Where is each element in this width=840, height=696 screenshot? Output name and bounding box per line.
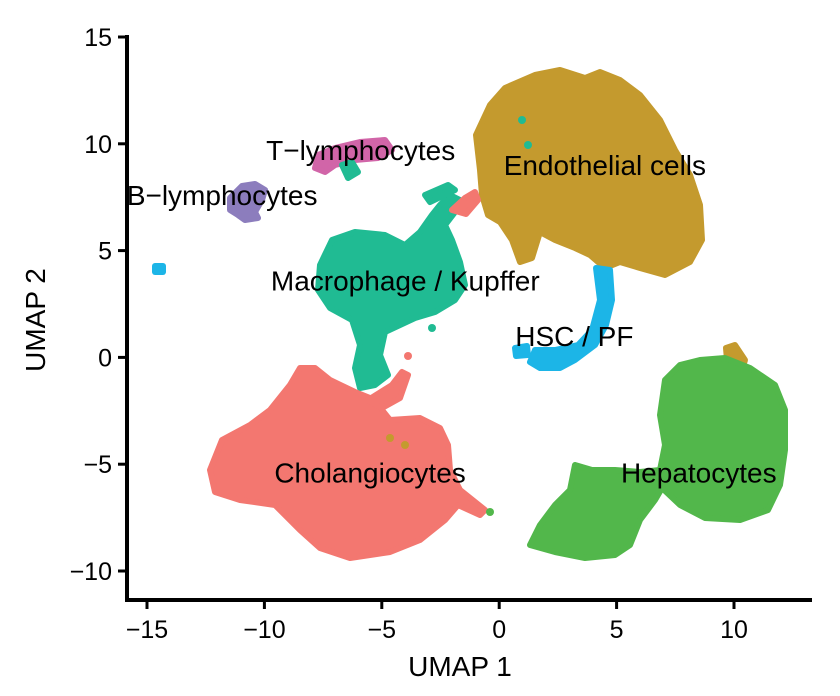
cluster-label: B−lymphocytes bbox=[127, 180, 318, 211]
stray-point bbox=[518, 116, 526, 124]
cluster-cholangiocytes bbox=[207, 365, 488, 561]
x-tick-label: −10 bbox=[243, 616, 285, 644]
y-tick-label: 10 bbox=[84, 131, 112, 159]
cluster-hsc-pf bbox=[512, 343, 531, 359]
cluster-hepatocytes bbox=[527, 355, 788, 561]
cluster-label: Macrophage / Kupffer bbox=[271, 266, 540, 297]
x-axis-title: UMAP 1 bbox=[408, 651, 512, 682]
cluster-label: Hepatocytes bbox=[621, 458, 777, 489]
x-tick-label: 0 bbox=[492, 616, 506, 644]
cluster-t-lymphocytes bbox=[312, 137, 395, 175]
cluster-cholangiocytes bbox=[365, 369, 411, 411]
y-axis-ticks: −10 −5 0 5 10 15 bbox=[70, 24, 127, 586]
y-axis-title: UMAP 2 bbox=[20, 268, 51, 372]
y-tick-label: −10 bbox=[70, 558, 112, 586]
cluster-hsc-pf bbox=[527, 265, 615, 371]
x-axis-ticks: −15 −10 −5 0 5 10 bbox=[126, 600, 748, 644]
axes: −15 −10 −5 0 5 10 −10 −5 0 5 10 15 UMAP 1 UMAP 2 bbox=[20, 24, 812, 682]
y-tick-label: 5 bbox=[98, 238, 112, 266]
stray-point bbox=[386, 434, 394, 442]
y-tick-label: −5 bbox=[83, 451, 112, 479]
cluster-label: Cholangiocytes bbox=[274, 458, 465, 489]
cluster-cholangiocytes bbox=[449, 189, 481, 217]
cluster-label: Endothelial cells bbox=[504, 150, 706, 181]
cluster-b-lymphocytes bbox=[227, 181, 268, 223]
cluster-endothelial-cells bbox=[473, 67, 705, 278]
stray-point bbox=[401, 441, 409, 449]
x-tick-label: 5 bbox=[610, 616, 624, 644]
x-tick-label: −15 bbox=[126, 616, 168, 644]
cluster-label: HSC / PF bbox=[515, 321, 633, 352]
cluster-labels: Cholangiocytes Endothelial cells Hepatocyt… bbox=[127, 135, 777, 489]
stray-point bbox=[524, 141, 532, 149]
x-tick-label: 10 bbox=[720, 616, 748, 644]
stray-point bbox=[404, 352, 412, 360]
cluster-macrophage-kupffer bbox=[422, 182, 458, 205]
cluster-label: T−lymphocytes bbox=[266, 135, 455, 166]
cluster-hsc-pf bbox=[152, 263, 166, 275]
stray-point bbox=[486, 508, 494, 516]
y-tick-label: 15 bbox=[84, 24, 112, 52]
stray-point bbox=[428, 324, 436, 332]
cluster-macrophage-kupffer bbox=[315, 192, 468, 391]
y-tick-label: 0 bbox=[98, 344, 112, 372]
cluster-macrophage-kupffer bbox=[339, 159, 361, 181]
plot-area bbox=[152, 67, 788, 561]
x-tick-label: −5 bbox=[368, 616, 397, 644]
